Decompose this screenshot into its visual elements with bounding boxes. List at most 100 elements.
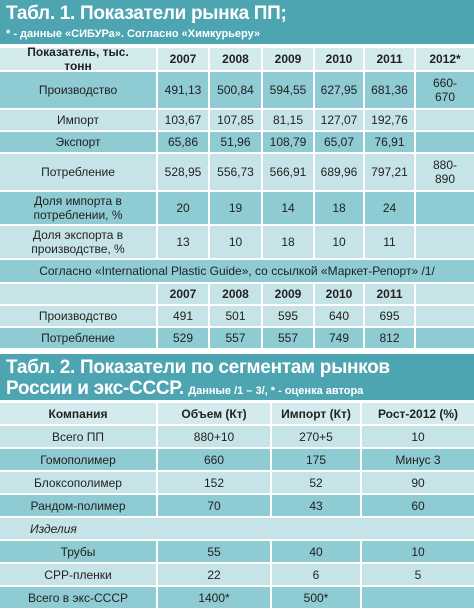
table-cell bbox=[362, 587, 474, 608]
table-cell bbox=[416, 328, 474, 348]
table2-header: Табл. 2. Показатели по сегментам рынков … bbox=[0, 354, 474, 400]
table-cell: 270+5 bbox=[272, 426, 360, 447]
table-cell: 10 bbox=[315, 226, 363, 258]
row-label: Всего в экс-СССР bbox=[0, 587, 156, 608]
row-label: Потребление bbox=[0, 328, 156, 348]
table-cell: 152 bbox=[158, 472, 270, 493]
column-header: Объем (Кт) bbox=[158, 403, 270, 424]
table-cell: 10 bbox=[362, 426, 474, 447]
row-label: Рандом-полимер bbox=[0, 495, 156, 516]
table-cell: 90 bbox=[362, 472, 474, 493]
table-cell: 557 bbox=[263, 328, 313, 348]
table-cell: 19 bbox=[210, 192, 261, 224]
table-cell: 76,91 bbox=[365, 132, 414, 152]
column-header: 2011 bbox=[365, 48, 414, 70]
table-cell: 5 bbox=[362, 564, 474, 585]
table-cell: 11 bbox=[365, 226, 414, 258]
table-cell: 18 bbox=[263, 226, 313, 258]
table2-title-line: России и экс-СССР. bbox=[6, 378, 184, 399]
table-cell: 689,96 bbox=[315, 154, 363, 190]
table-cell: 627,95 bbox=[315, 72, 363, 108]
column-header: 2009 bbox=[263, 48, 313, 70]
table-cell: 528,95 bbox=[158, 154, 208, 190]
table-cell: 103,67 bbox=[158, 110, 208, 130]
table-cell: 81,15 bbox=[263, 110, 313, 130]
table-cell: 65,86 bbox=[158, 132, 208, 152]
table-cell: 65,07 bbox=[315, 132, 363, 152]
table-cell: 10 bbox=[362, 541, 474, 562]
table1-subtitle: * - данные «СИБУРа». Согласно «Химкурьер… bbox=[6, 28, 261, 40]
table-cell: 681,36 bbox=[365, 72, 414, 108]
table-cell: 52 bbox=[272, 472, 360, 493]
table-cell: 20 bbox=[158, 192, 208, 224]
column-header: 2011 bbox=[365, 284, 414, 304]
table-cell: 529 bbox=[158, 328, 208, 348]
row-label: Блоксополимер bbox=[0, 472, 156, 493]
column-header: 2010 bbox=[315, 284, 363, 304]
table-cell: 43 bbox=[272, 495, 360, 516]
table-cell: 107,85 bbox=[210, 110, 261, 130]
row-label: Потребление bbox=[0, 154, 156, 190]
table-cell: 6 bbox=[272, 564, 360, 585]
table-cell bbox=[416, 226, 474, 258]
table-cell: 108,79 bbox=[263, 132, 313, 152]
table-cell: 70 bbox=[158, 495, 270, 516]
table-cell bbox=[416, 110, 474, 130]
table-cell: Минус 3 bbox=[362, 449, 474, 470]
table-cell: 51,96 bbox=[210, 132, 261, 152]
table-cell: 40 bbox=[272, 541, 360, 562]
table-cell: 660 bbox=[158, 449, 270, 470]
table-cell: 812 bbox=[365, 328, 414, 348]
column-header: 2007 bbox=[158, 48, 208, 70]
table-cell: 500,84 bbox=[210, 72, 261, 108]
column-header: Компания bbox=[0, 403, 156, 424]
table-cell: 660-670 bbox=[416, 72, 474, 108]
table2-title-line: Табл. 2. Показатели по сегментам рынков bbox=[6, 357, 390, 378]
table-cell bbox=[416, 306, 474, 326]
table-cell: 501 bbox=[210, 306, 261, 326]
table-cell: 60 bbox=[362, 495, 474, 516]
row-label: Гомополимер bbox=[0, 449, 156, 470]
row-label: Импорт bbox=[0, 110, 156, 130]
row-label: Трубы bbox=[0, 541, 156, 562]
row-label: Производство bbox=[0, 306, 156, 326]
table-cell: 55 bbox=[158, 541, 270, 562]
column-header: 2007 bbox=[158, 284, 208, 304]
table-cell: 1400* bbox=[158, 587, 270, 608]
table-cell: 557 bbox=[210, 328, 261, 348]
row-label: Доля экспорта в производстве, % bbox=[0, 226, 156, 258]
table-cell: 13 bbox=[158, 226, 208, 258]
table-cell: 22 bbox=[158, 564, 270, 585]
table1-header: Табл. 1. Показатели рынка ПП; * - данные… bbox=[0, 0, 474, 44]
table-cell: 640 bbox=[315, 306, 363, 326]
column-header: 2008 bbox=[210, 48, 261, 70]
table2-subtitle: Данные /1 – 3/, * - оценка автора bbox=[188, 385, 364, 397]
table-cell: 491,13 bbox=[158, 72, 208, 108]
row-label: Экспорт bbox=[0, 132, 156, 152]
table-cell: 880-890 bbox=[416, 154, 474, 190]
column-header: Показатель, тыс. тонн bbox=[0, 45, 156, 73]
row-label: Производство bbox=[0, 72, 156, 108]
table-cell bbox=[416, 192, 474, 224]
column-header: 2012* bbox=[416, 48, 474, 70]
column-header: Импорт (Кт) bbox=[272, 403, 360, 424]
column-header: Рост-2012 (%) bbox=[362, 403, 474, 424]
table-cell: 10 bbox=[210, 226, 261, 258]
table-cell: 14 bbox=[263, 192, 313, 224]
table-cell: 880+10 bbox=[158, 426, 270, 447]
table-cell bbox=[416, 132, 474, 152]
table-cell: 18 bbox=[315, 192, 363, 224]
row-label: CPP-пленки bbox=[0, 564, 156, 585]
table-cell: 192,76 bbox=[365, 110, 414, 130]
row-label: Всего ПП bbox=[0, 426, 156, 447]
column-header: 2009 bbox=[263, 284, 313, 304]
column-header: 2010 bbox=[315, 48, 363, 70]
table-cell: 127,07 bbox=[315, 110, 363, 130]
column-header bbox=[416, 284, 474, 304]
table-cell: 556,73 bbox=[210, 154, 261, 190]
table-cell: 797,21 bbox=[365, 154, 414, 190]
column-header: 2008 bbox=[210, 284, 261, 304]
table-cell: 566,91 bbox=[263, 154, 313, 190]
table-cell: 695 bbox=[365, 306, 414, 326]
table-cell: 491 bbox=[158, 306, 208, 326]
